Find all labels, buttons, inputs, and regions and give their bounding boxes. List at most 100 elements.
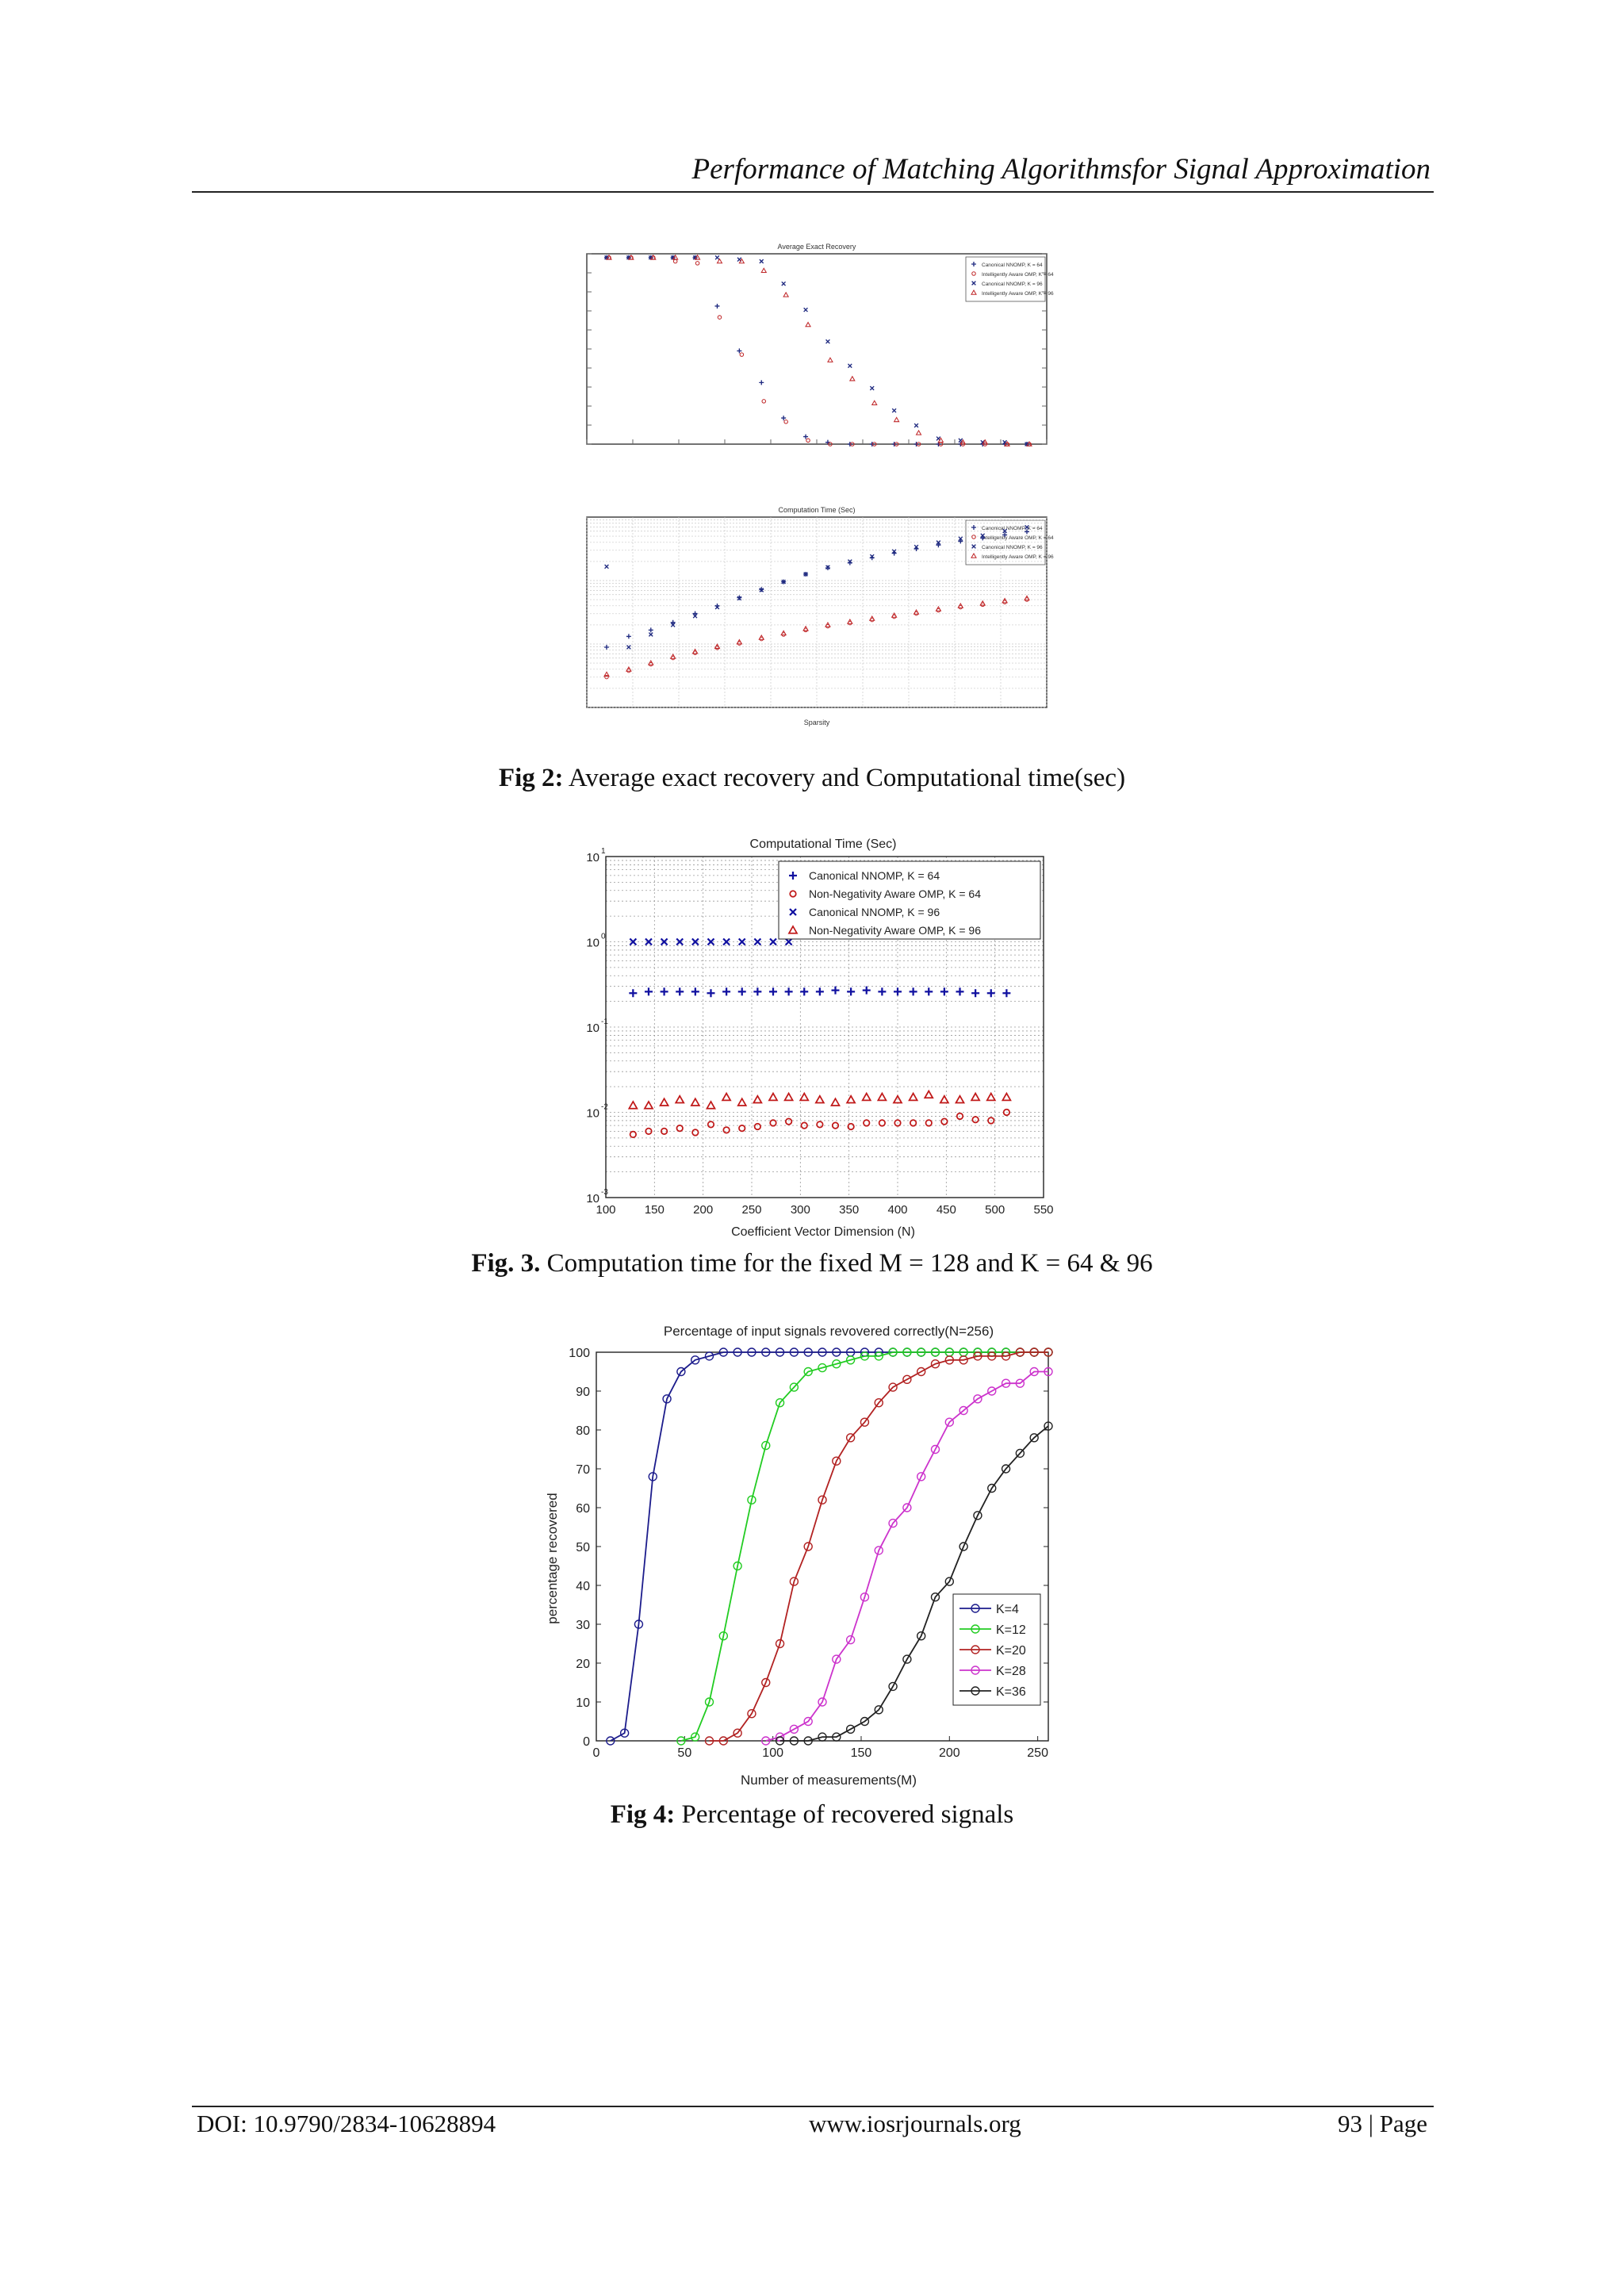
data-point [647,659,654,665]
data-point [959,439,967,445]
data-point [982,439,989,445]
data-point [818,1347,827,1357]
data-point [718,1631,729,1641]
data-point [644,987,653,996]
data-point [902,1347,912,1357]
data-point [606,1736,615,1746]
legend-label: K=28 [996,1665,1026,1678]
data-point [738,258,745,264]
data-point [692,611,698,616]
legend-entry-1: Canonical NNOMP, K = 64 [982,263,1043,268]
legend-entry-4: Intelligently Aware OMP, K = 96 [982,554,1054,560]
data-point [672,254,679,260]
data-point [707,937,715,946]
series-line [765,1370,1048,1742]
data-point [944,1577,955,1586]
fig2-bottom-chart: Computation Time (Sec) Sparsity Canonica… [586,506,1054,726]
plot-frame [605,856,1044,1198]
data-point [916,1366,926,1377]
data-point [759,380,764,385]
data-point [957,602,964,608]
data-point [986,989,995,998]
fig2-top-marks [586,253,1048,447]
data-point [780,630,787,636]
fig4-title: Percentage of input signals revovered co… [664,1324,994,1339]
data-point [1026,440,1032,447]
data-point [660,1127,668,1135]
data-point [1001,1091,1012,1102]
data-point [783,1091,795,1102]
data-point [761,1347,771,1357]
data-point [814,1094,825,1104]
legend-marker [971,289,977,295]
legend-marker [971,271,976,276]
data-point [944,1355,955,1365]
legend-marker [971,1624,980,1634]
data-point [789,1347,799,1357]
legend-label: K=12 [996,1623,1026,1637]
data-point [847,363,852,369]
data-point [604,674,609,680]
data-point [690,1097,701,1106]
data-point [775,1639,785,1649]
data-point [818,1495,827,1504]
data-point [923,1089,934,1099]
x-tick-label: 50 [677,1746,691,1760]
data-point [800,1121,808,1129]
legend-marker [971,281,976,286]
data-point [891,408,897,413]
data-point [659,1097,670,1106]
data-point [781,579,787,585]
legend-entry-2: Intelligently Aware OMP, K = 64 [982,272,1054,278]
y-tick-label: 90 [576,1386,590,1399]
data-point [660,937,668,946]
fig4-xlabel: Number of measurements(M) [741,1773,917,1788]
data-point [888,1347,898,1357]
fig4-ylabel: percentage recovered [545,1493,560,1623]
legend-marker [789,890,797,898]
data-point [676,937,684,946]
data-point [626,634,631,639]
y-tick-label: 40 [576,1580,590,1593]
data-point [645,937,653,946]
data-point [662,1394,672,1404]
data-point [902,1654,912,1664]
legend-label: Canonical NNOMP, K = 96 [809,906,940,918]
y-tick-label: 10 [586,1022,599,1035]
data-point [1029,1347,1039,1357]
data-point [915,429,922,435]
legend-marker [971,535,976,539]
fig3-caption-text: Computation time for the fixed M = 128 a… [540,1249,1153,1278]
data-point [1015,1347,1025,1357]
data-point [627,1100,638,1110]
y-tick-label: 60 [576,1502,590,1516]
data-point [818,1732,827,1742]
data-point [832,1654,841,1664]
data-point [606,254,612,260]
x-tick-label: 100 [762,1746,783,1760]
data-point [860,1417,870,1427]
data-point [604,645,609,650]
legend-label: K=20 [996,1644,1026,1658]
data-point [910,1119,917,1127]
footer-site: www.iosrjournals.org [809,2110,1021,2137]
legend-marker [971,552,977,558]
fig2-caption-text: Average exact recovery and Computational… [563,764,1126,792]
data-point [888,1681,898,1692]
data-point [775,1397,785,1408]
data-point [831,986,840,995]
data-point [914,442,919,447]
data-point [784,987,793,996]
y-tick-label: 50 [576,1541,590,1554]
data-point [828,442,833,447]
data-point [956,1112,964,1121]
y-tick-label: 10 [586,1192,599,1205]
data-point [1004,440,1011,447]
data-point [939,1094,950,1104]
data-point [737,937,746,946]
data-point [783,420,788,424]
legend-marker [789,908,797,916]
data-point [629,1130,637,1139]
data-point [1002,532,1008,538]
data-point [789,1736,799,1746]
